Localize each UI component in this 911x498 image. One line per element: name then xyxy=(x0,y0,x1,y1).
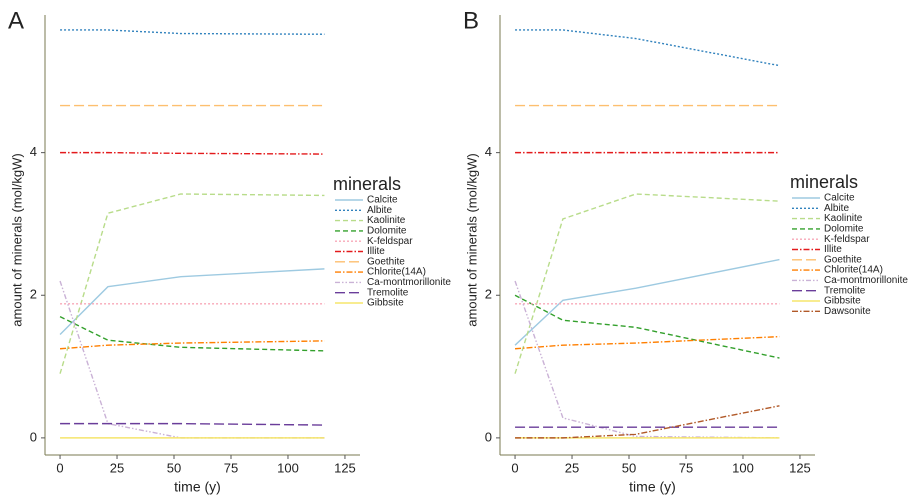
y-tick-label: 0 xyxy=(485,429,492,444)
y-tick-label: 2 xyxy=(30,287,37,302)
x-tick-label: 25 xyxy=(565,460,579,475)
y-axis-title: amount of minerals (mol/kgW) xyxy=(9,153,24,326)
legend-label: K-feldspar xyxy=(367,236,413,247)
y-tick-label: 4 xyxy=(30,144,37,159)
panel-label: A xyxy=(8,7,24,34)
legend-label: Calcite xyxy=(367,195,398,206)
series-line xyxy=(59,280,325,439)
legend-label: Goethite xyxy=(367,256,405,267)
series-line xyxy=(515,29,780,67)
legend-label: Illite xyxy=(367,246,385,257)
legend-label: Dawsonite xyxy=(824,306,871,317)
legend-label: Kaolinite xyxy=(367,215,406,226)
series-line xyxy=(514,193,780,374)
y-tick-label: 0 xyxy=(30,429,37,444)
x-tick-label: 125 xyxy=(789,460,811,475)
y-tick-label: 2 xyxy=(485,287,492,302)
legend-label: Dolomite xyxy=(824,224,864,235)
panel: A 0 2 4 0 25 50 75 100 125 time (y) amount of miner… xyxy=(8,7,451,494)
panel: B 0 2 4 0 25 50 75 100 125 time (y) amount of miner… xyxy=(463,7,908,494)
series-line xyxy=(514,294,780,359)
series-line xyxy=(514,335,780,350)
legend-label: Tremolite xyxy=(367,287,409,298)
series-line xyxy=(60,422,325,426)
legend-label: Tremolite xyxy=(824,285,866,296)
series-line xyxy=(515,405,780,439)
legend-label: Gibbsite xyxy=(367,298,404,309)
legend-label: Chlorite(14A) xyxy=(367,267,426,278)
series-line xyxy=(59,268,325,335)
legend-label: Albite xyxy=(367,205,392,216)
x-tick-label: 0 xyxy=(56,460,63,475)
y-axis-title: amount of minerals (mol/kgW) xyxy=(464,153,479,326)
legend-label: Gibbsite xyxy=(824,296,861,307)
series-line xyxy=(60,151,325,155)
x-tick-label: 125 xyxy=(334,460,356,475)
series-line xyxy=(514,258,780,346)
legend-title: minerals xyxy=(790,172,858,192)
legend-label: Kaolinite xyxy=(824,213,863,224)
y-tick-label: 4 xyxy=(485,144,492,159)
x-axis-title: time (y) xyxy=(174,479,221,495)
panel-label: B xyxy=(463,7,479,34)
legend-label: Albite xyxy=(824,203,849,214)
legend-label: Goethite xyxy=(824,254,862,265)
x-tick-label: 75 xyxy=(679,460,693,475)
legend-title: minerals xyxy=(333,174,401,194)
legend-label: Chlorite(14A) xyxy=(824,265,883,276)
x-tick-label: 100 xyxy=(732,460,754,475)
x-tick-label: 25 xyxy=(110,460,124,475)
x-tick-label: 0 xyxy=(511,460,518,475)
legend-label: Ca-montmorillonite xyxy=(367,277,451,288)
legend-label: Ca-montmorillonite xyxy=(824,275,908,286)
series-line xyxy=(59,340,325,350)
legend-label: K-feldspar xyxy=(824,234,870,245)
series-line xyxy=(59,193,325,374)
x-tick-label: 75 xyxy=(224,460,238,475)
series-line xyxy=(60,29,325,35)
x-tick-label: 50 xyxy=(622,460,636,475)
legend-label: Illite xyxy=(824,244,842,255)
legend-label: Dolomite xyxy=(367,226,407,237)
x-tick-label: 100 xyxy=(277,460,299,475)
x-tick-label: 50 xyxy=(167,460,181,475)
x-axis-title: time (y) xyxy=(629,479,676,495)
legend-label: Calcite xyxy=(824,193,855,204)
